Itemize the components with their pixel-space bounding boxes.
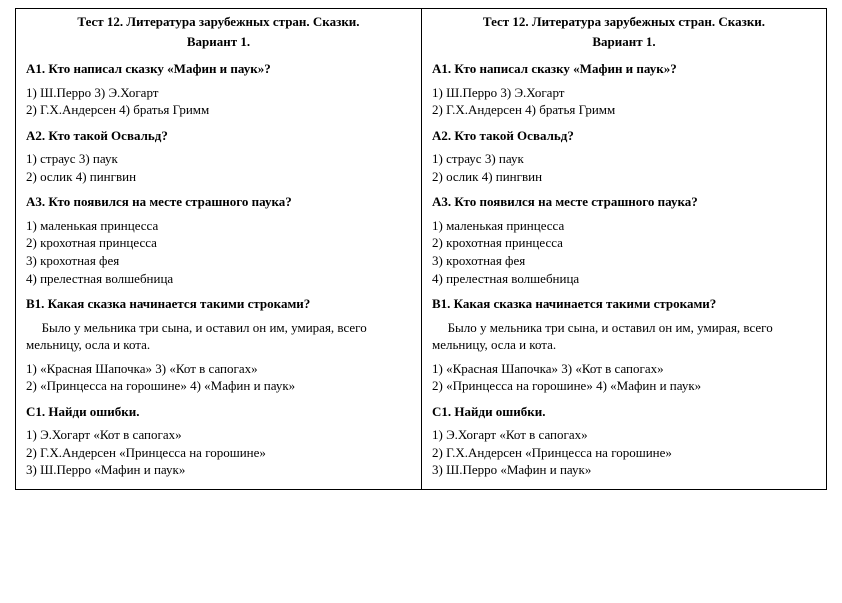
a3-opt3: 3) крохотная фея [432,252,816,270]
c1-opt2: 2) Г.Х.Андерсен «Принцесса на горошине» [26,444,411,462]
question-a3: А3. Кто появился на месте страшного паук… [432,193,816,211]
c1-opt2: 2) Г.Х.Андерсен «Принцесса на горошине» [432,444,816,462]
a1-opt4: 4) братья Гримм [525,102,615,117]
question-c1: С1. Найди ошибки. [26,403,411,421]
b1-opt4: 4) «Мафин и паук» [190,378,295,393]
question-a2: А2. Кто такой Освальд? [432,127,816,145]
b1-opt3: 3) «Кот в сапогах» [155,361,257,376]
a2-opt4: 4) пингвин [482,169,542,184]
b1-opt3: 3) «Кот в сапогах» [561,361,663,376]
a3-opt3: 3) крохотная фея [26,252,411,270]
question-a3: А3. Кто появился на месте страшного паук… [26,193,411,211]
b1-opt1: 1) «Красная Шапочка» [432,361,558,376]
options-c1: 1) Э.Хогарт «Кот в сапогах» 2) Г.Х.Андер… [26,426,411,479]
a3-opt4: 4) прелестная волшебница [26,270,411,288]
question-a2: А2. Кто такой Освальд? [26,127,411,145]
a3-opt1: 1) маленькая принцесса [432,217,816,235]
c1-opt1: 1) Э.Хогарт «Кот в сапогах» [432,426,816,444]
c1-opt3: 3) Ш.Перро «Мафин и паук» [26,461,411,479]
options-a2: 1) страус 3) паук 2) ослик 4) пингвин [26,150,411,185]
a3-opt1: 1) маленькая принцесса [26,217,411,235]
c1-opt1: 1) Э.Хогарт «Кот в сапогах» [26,426,411,444]
b1-opt4: 4) «Мафин и паук» [596,378,701,393]
question-a1: А1. Кто написал сказку «Мафин и паук»? [26,60,411,78]
question-b1: В1. Какая сказка начинается такими строк… [26,295,411,313]
question-a1: А1. Кто написал сказку «Мафин и паук»? [432,60,816,78]
title: Тест 12. Литература зарубежных стран. Ск… [432,13,816,31]
subtitle: Вариант 1. [26,33,411,51]
b1-intro: Было у мельника три сына, и оставил он и… [432,319,816,354]
a3-opt4: 4) прелестная волшебница [432,270,816,288]
a2-opt1: 1) страус [432,151,482,166]
options-a1: 1) Ш.Перро 3) Э.Хогарт 2) Г.Х.Андерсен 4… [432,84,816,119]
a1-opt1: 1) Ш.Перро [432,85,497,100]
b1-opt2: 2) «Принцесса на горошине» [26,378,187,393]
a2-opt3: 3) паук [485,151,524,166]
a3-opt2: 2) крохотная принцесса [26,234,411,252]
a1-opt3: 3) Э.Хогарт [94,85,158,100]
c1-opt3: 3) Ш.Перро «Мафин и паук» [432,461,816,479]
a1-opt1: 1) Ш.Перро [26,85,91,100]
a1-opt4: 4) братья Гримм [119,102,209,117]
a2-opt2: 2) ослик [432,169,478,184]
column-right: Тест 12. Литература зарубежных стран. Ск… [421,9,826,489]
a1-opt2: 2) Г.Х.Андерсен [26,102,116,117]
title: Тест 12. Литература зарубежных стран. Ск… [26,13,411,31]
a2-opt3: 3) паук [79,151,118,166]
b1-opt2: 2) «Принцесса на горошине» [432,378,593,393]
options-b1: 1) «Красная Шапочка» 3) «Кот в сапогах» … [26,360,411,395]
column-left: Тест 12. Литература зарубежных стран. Ск… [16,9,421,489]
options-a3: 1) маленькая принцесса 2) крохотная прин… [432,217,816,287]
options-a2: 1) страус 3) паук 2) ослик 4) пингвин [432,150,816,185]
a2-opt4: 4) пингвин [76,169,136,184]
a2-opt1: 1) страус [26,151,76,166]
options-b1: 1) «Красная Шапочка» 3) «Кот в сапогах» … [432,360,816,395]
a2-opt2: 2) ослик [26,169,72,184]
a1-opt3: 3) Э.Хогарт [500,85,564,100]
options-c1: 1) Э.Хогарт «Кот в сапогах» 2) Г.Х.Андер… [432,426,816,479]
a3-opt2: 2) крохотная принцесса [432,234,816,252]
b1-intro: Было у мельника три сына, и оставил он и… [26,319,411,354]
question-b1: В1. Какая сказка начинается такими строк… [432,295,816,313]
subtitle: Вариант 1. [432,33,816,51]
options-a1: 1) Ш.Перро 3) Э.Хогарт 2) Г.Х.Андерсен 4… [26,84,411,119]
b1-opt1: 1) «Красная Шапочка» [26,361,152,376]
question-c1: С1. Найди ошибки. [432,403,816,421]
options-a3: 1) маленькая принцесса 2) крохотная прин… [26,217,411,287]
test-sheet: Тест 12. Литература зарубежных стран. Ск… [15,8,827,490]
a1-opt2: 2) Г.Х.Андерсен [432,102,522,117]
